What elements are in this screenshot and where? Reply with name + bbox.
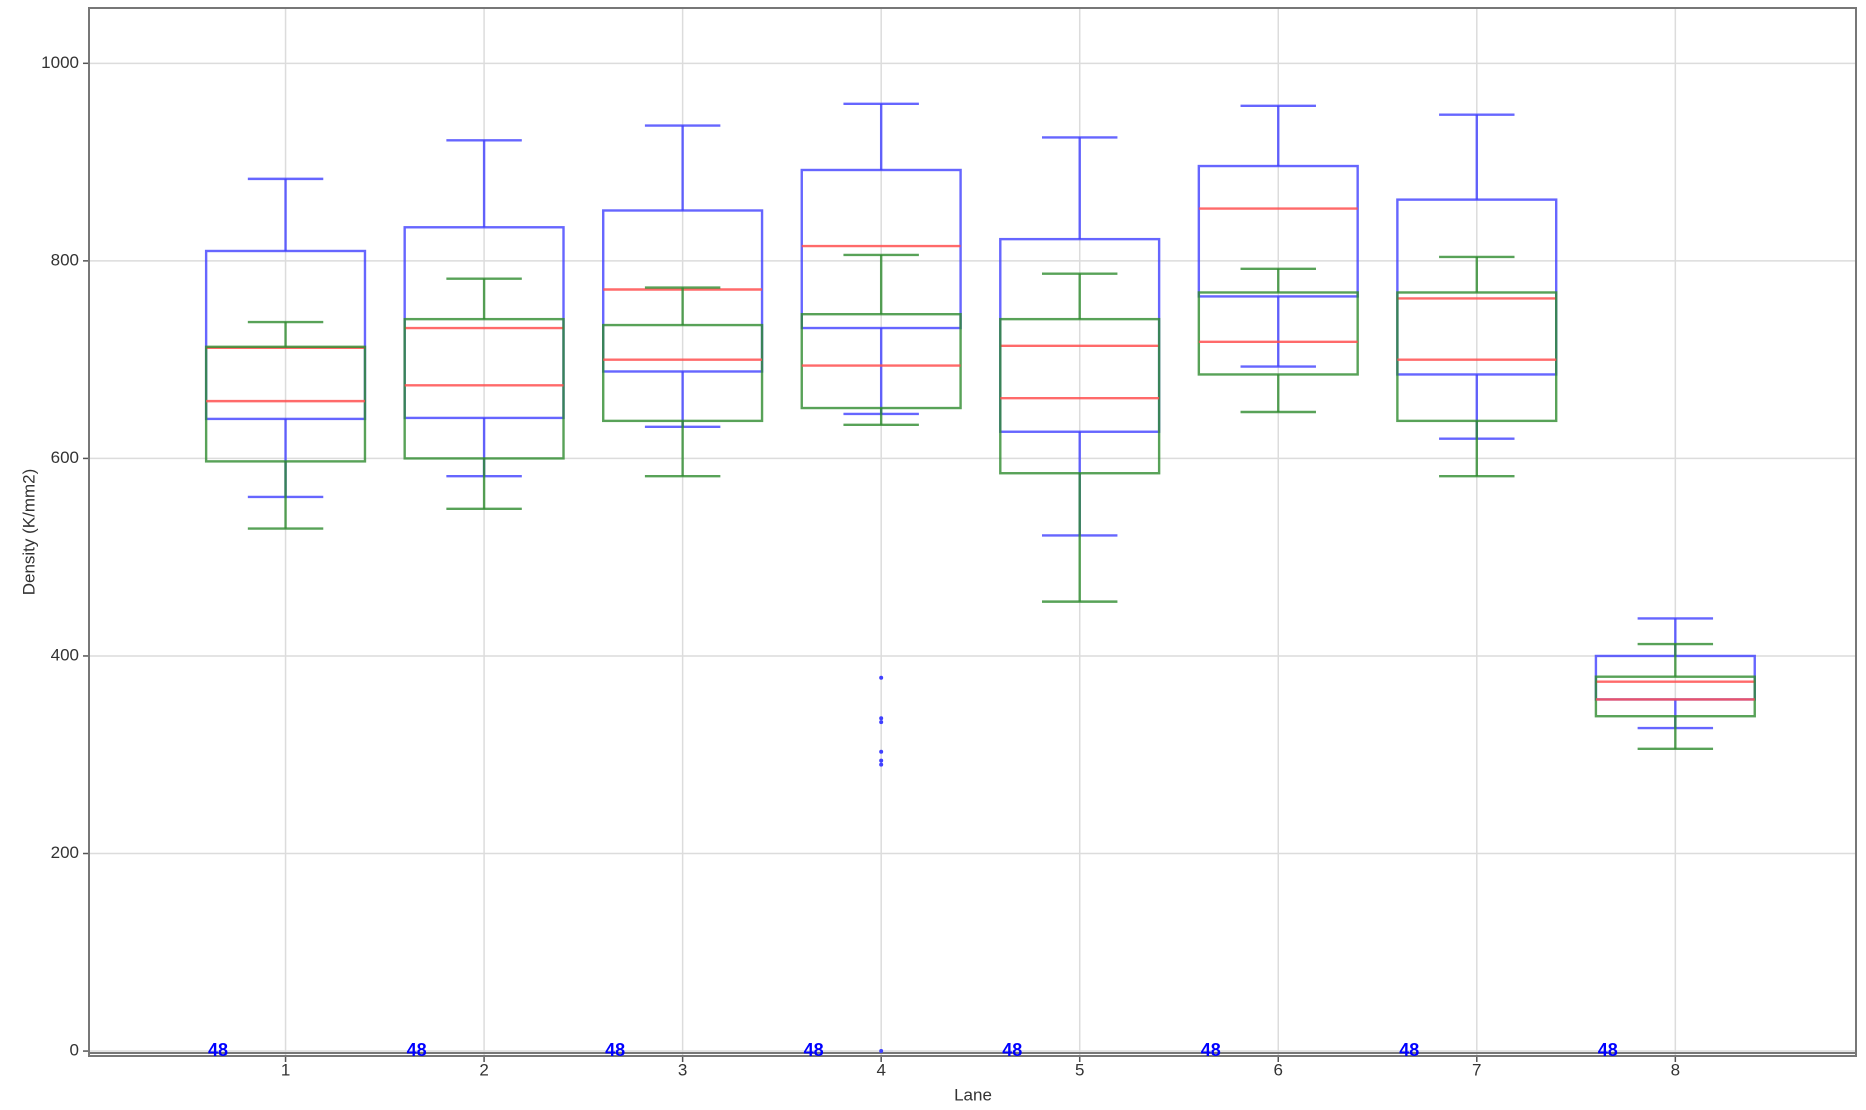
- count-label: 48: [1598, 1040, 1618, 1060]
- box: [204, 345, 367, 463]
- outlier: [879, 749, 884, 754]
- outlier: [879, 716, 884, 721]
- outlier: [879, 675, 884, 680]
- box: [1396, 291, 1558, 423]
- x-tick-label: 5: [1075, 1060, 1084, 1079]
- box: [800, 313, 962, 410]
- count-label: 48: [1002, 1040, 1022, 1060]
- y-tick-label: 600: [51, 448, 79, 467]
- outlier: [879, 758, 884, 763]
- box: [602, 209, 764, 373]
- x-tick-label: 6: [1274, 1060, 1283, 1079]
- x-tick-label: 3: [678, 1060, 687, 1079]
- box: [602, 323, 764, 423]
- box: [403, 317, 565, 460]
- x-tick-label: 2: [479, 1060, 488, 1079]
- count-label: 48: [1399, 1040, 1419, 1060]
- count-label: 48: [1201, 1040, 1221, 1060]
- count-label: 48: [208, 1040, 228, 1060]
- box: [999, 317, 1161, 475]
- outlier: [879, 762, 884, 767]
- count-label: 48: [605, 1040, 625, 1060]
- y-tick-label: 400: [51, 645, 79, 664]
- x-tick-label: 4: [876, 1060, 885, 1079]
- box: [1396, 198, 1558, 376]
- x-axis-label: Lane: [954, 1085, 992, 1104]
- box: [204, 249, 367, 421]
- y-tick-label: 800: [51, 250, 79, 269]
- plot-frame: [88, 7, 1857, 1057]
- outlier: [879, 720, 884, 725]
- outlier: [879, 1049, 884, 1054]
- x-tick-label: 7: [1472, 1060, 1481, 1079]
- y-axis-label: Density (K/mm2): [19, 469, 38, 596]
- count-label: 48: [804, 1040, 824, 1060]
- x-tick-label: 8: [1671, 1060, 1680, 1079]
- y-tick-label: 1000: [41, 53, 79, 72]
- box: [1197, 164, 1359, 298]
- box: [1594, 675, 1756, 718]
- count-label: 48: [407, 1040, 427, 1060]
- box: [800, 168, 962, 330]
- y-tick-label: 200: [51, 843, 79, 862]
- y-tick-label: 0: [70, 1041, 79, 1060]
- box: [1197, 291, 1359, 376]
- x-tick-label: 1: [281, 1060, 290, 1079]
